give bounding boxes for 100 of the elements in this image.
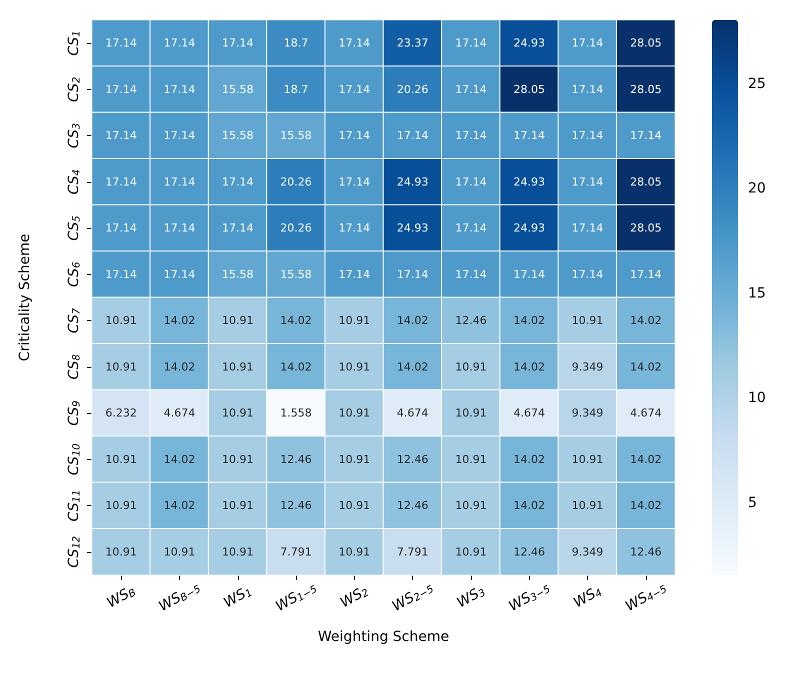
data-label: 12.46 xyxy=(396,452,428,466)
data-label: 17.14 xyxy=(455,82,487,96)
data-label: 15.58 xyxy=(280,129,312,142)
data-label: 7.791 xyxy=(280,545,312,558)
data-label: 20.26 xyxy=(280,175,312,188)
data-label: 28.05 xyxy=(630,222,662,235)
data-label: 17.14 xyxy=(105,36,137,50)
data-label: 17.14 xyxy=(572,36,604,50)
data-label: 9.349 xyxy=(572,406,604,420)
data-label: 4.674 xyxy=(164,406,196,420)
data-label: 14.02 xyxy=(280,360,312,374)
data-label: 14.02 xyxy=(630,452,662,466)
color-bar-label: 5 xyxy=(748,494,757,511)
data-label: 17.14 xyxy=(572,82,604,96)
data-label: 1.558 xyxy=(280,406,312,420)
x-tick-label: WS4−5 xyxy=(622,584,670,615)
y-tick-label: CS1 xyxy=(66,30,82,56)
data-label: 17.14 xyxy=(455,268,487,281)
data-label: 4.674 xyxy=(514,406,545,420)
data-label: 12.46 xyxy=(280,452,312,466)
data-label: 17.14 xyxy=(338,36,370,50)
data-label: 17.14 xyxy=(455,36,487,50)
data-label: 14.02 xyxy=(514,360,545,374)
data-label: 12.46 xyxy=(630,545,662,558)
data-label: 17.14 xyxy=(572,222,604,235)
data-label: 17.14 xyxy=(630,268,662,281)
data-label: 17.14 xyxy=(338,175,370,188)
data-label: 10.91 xyxy=(222,314,254,328)
data-label: 17.14 xyxy=(164,222,196,235)
y-tick-label: CS9 xyxy=(66,400,82,426)
data-label: 28.05 xyxy=(630,82,662,96)
y-tick-label: CS8 xyxy=(66,354,82,380)
y-tick-label: CS3 xyxy=(66,122,82,148)
data-label: 17.14 xyxy=(338,129,370,142)
data-label: 14.02 xyxy=(396,314,428,328)
data-label: 12.46 xyxy=(514,545,545,558)
data-label: 17.14 xyxy=(222,222,254,235)
data-label: 14.02 xyxy=(514,452,545,466)
data-label: 10.91 xyxy=(164,545,196,558)
data-label: 14.02 xyxy=(630,314,662,328)
data-label: 17.14 xyxy=(338,222,370,235)
data-label: 20.26 xyxy=(280,222,312,235)
data-label: 14.02 xyxy=(164,499,196,512)
data-label: 17.14 xyxy=(105,82,137,96)
data-label: 10.91 xyxy=(338,406,370,420)
data-label: 17.14 xyxy=(455,175,487,188)
data-label: 7.791 xyxy=(396,545,428,558)
data-label: 17.14 xyxy=(164,175,196,188)
data-label: 10.91 xyxy=(222,406,254,420)
data-label: 10.91 xyxy=(338,314,370,328)
data-label: 17.14 xyxy=(222,36,254,50)
data-label: 4.674 xyxy=(396,406,428,420)
data-label: 24.93 xyxy=(514,222,545,235)
data-label: 28.05 xyxy=(630,175,662,188)
x-tick-label: WSB xyxy=(104,586,138,612)
data-label: 9.349 xyxy=(572,545,604,558)
data-label: 14.02 xyxy=(514,499,545,512)
data-label: 10.91 xyxy=(455,360,487,374)
data-label: 10.91 xyxy=(105,499,137,512)
x-tick-label: WS3−5 xyxy=(506,584,552,615)
data-label: 17.14 xyxy=(105,129,137,142)
y-tick-label: CS11 xyxy=(66,490,82,522)
data-label: 12.46 xyxy=(396,499,428,512)
data-label: 17.14 xyxy=(396,129,428,142)
data-label: 17.14 xyxy=(396,268,428,281)
data-label: 24.93 xyxy=(396,175,428,188)
data-label: 17.14 xyxy=(164,129,196,142)
x-tick-label: WS3 xyxy=(454,586,488,612)
data-label: 10.91 xyxy=(222,545,254,558)
data-label: 4.674 xyxy=(630,406,662,420)
color-bar-label: 20 xyxy=(748,180,766,197)
y-tick-label: CS6 xyxy=(66,262,82,288)
data-label: 17.14 xyxy=(338,268,370,281)
data-label: 17.14 xyxy=(514,129,545,142)
data-label: 10.91 xyxy=(572,499,604,512)
data-label: 20.26 xyxy=(396,82,428,96)
data-label: 17.14 xyxy=(222,175,254,188)
data-label: 17.14 xyxy=(164,82,196,96)
data-label: 28.05 xyxy=(630,36,662,50)
data-label: 10.91 xyxy=(222,452,254,466)
data-label: 17.14 xyxy=(572,175,604,188)
data-label: 17.14 xyxy=(105,222,137,235)
data-label: 14.02 xyxy=(164,360,196,374)
data-label: 18.7 xyxy=(284,36,308,50)
data-label: 17.14 xyxy=(455,222,487,235)
data-label: 17.14 xyxy=(630,129,662,142)
data-label: 14.02 xyxy=(164,452,196,466)
data-label: 17.14 xyxy=(572,129,604,142)
data-label: 14.02 xyxy=(514,314,545,328)
data-label: 10.91 xyxy=(338,545,370,558)
color-bar-label: 25 xyxy=(748,76,766,92)
color-bar-label: 15 xyxy=(748,285,766,302)
x-tick-label: WSB−5 xyxy=(156,584,203,616)
data-label: 12.46 xyxy=(280,499,312,512)
data-label: 15.58 xyxy=(222,268,254,281)
data-label: 17.14 xyxy=(105,175,137,188)
data-label: 18.7 xyxy=(284,82,308,96)
data-label: 24.93 xyxy=(514,36,545,50)
y-tick-label: CS10 xyxy=(66,444,82,476)
data-label: 23.37 xyxy=(396,36,428,50)
